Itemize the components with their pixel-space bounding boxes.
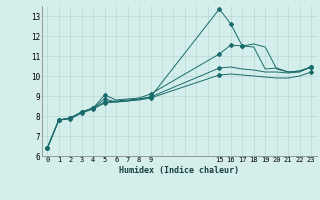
X-axis label: Humidex (Indice chaleur): Humidex (Indice chaleur) bbox=[119, 166, 239, 175]
